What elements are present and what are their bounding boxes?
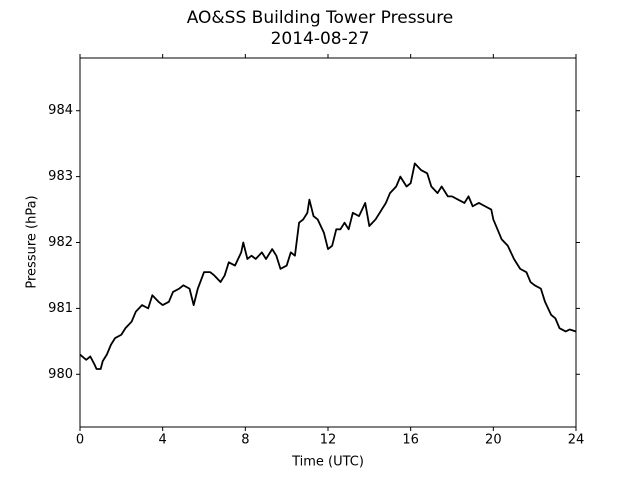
plot-frame [79, 57, 577, 428]
x-tick-label: 16 [402, 433, 419, 448]
y-tick-label: 982 [48, 235, 73, 250]
y-tick-label: 981 [48, 301, 73, 316]
x-tick-label: 24 [568, 433, 585, 448]
x-tick-label: 8 [241, 433, 249, 448]
y-tick-label: 983 [48, 169, 73, 184]
chart-subtitle: 2014-08-27 [271, 29, 370, 49]
y-tick-label: 984 [48, 103, 73, 118]
x-tick-label: 4 [159, 433, 167, 448]
x-tick-label: 12 [320, 433, 337, 448]
y-tick-label: 980 [48, 367, 73, 382]
chart-title: AO&SS Building Tower Pressure [187, 8, 454, 28]
y-axis-label: Pressure (hPa) [25, 195, 40, 288]
x-tick-label: 0 [76, 433, 84, 448]
x-tick-label: 20 [485, 433, 502, 448]
x-axis-label: Time (UTC) [291, 455, 364, 470]
data-line [79, 162, 577, 370]
